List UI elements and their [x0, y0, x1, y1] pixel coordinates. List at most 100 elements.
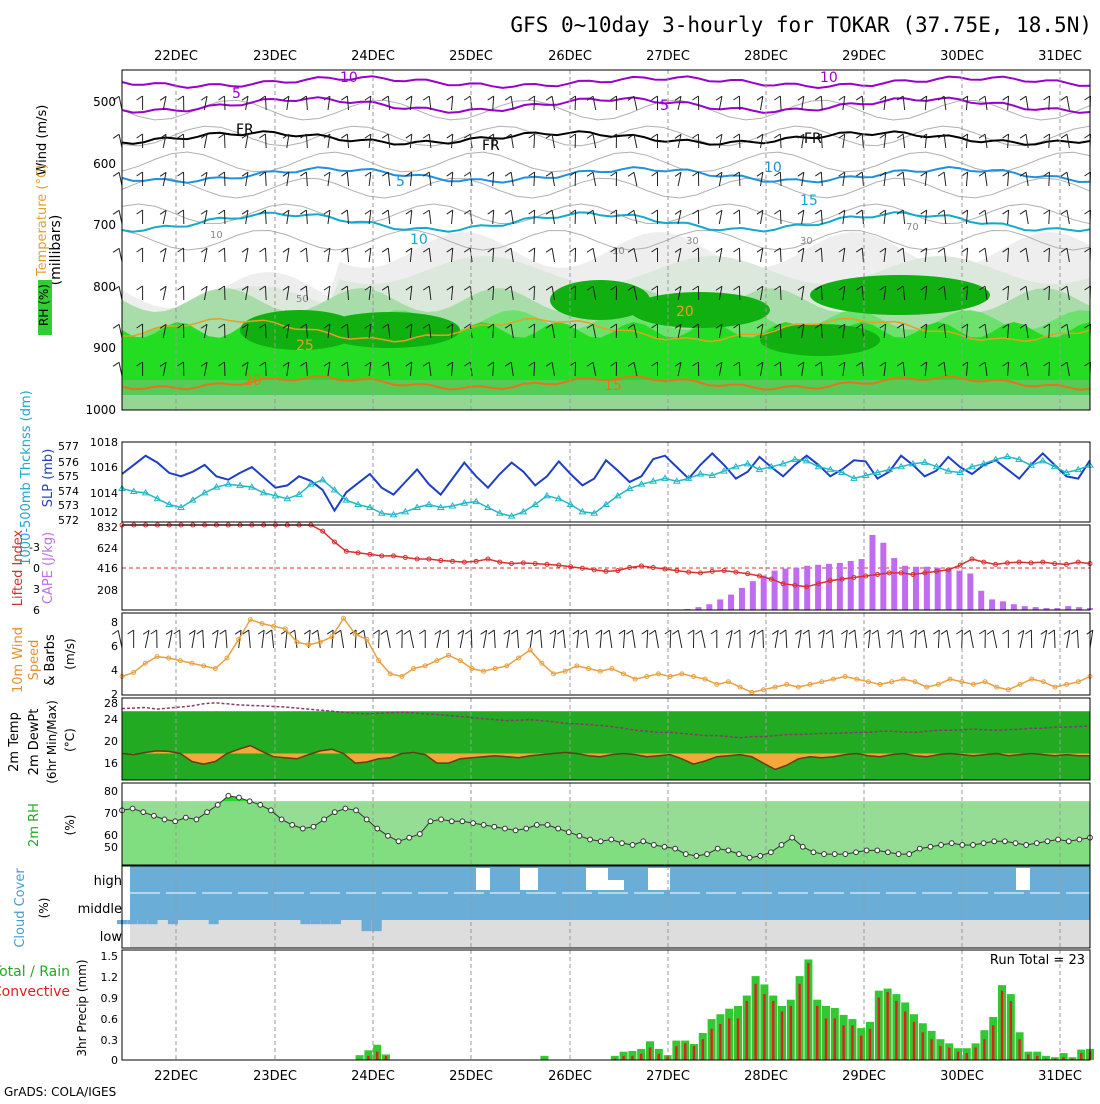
temp-ytick: 24: [104, 713, 118, 726]
wind-barb: [775, 630, 778, 648]
wind-barb: [884, 134, 886, 148]
wind-barb: [634, 210, 637, 224]
wind-barb: [215, 630, 218, 648]
wind-barb: [530, 630, 533, 648]
precip-conv-bar: [869, 1029, 871, 1060]
wind-barb: [265, 248, 266, 262]
wind-barb: [901, 630, 904, 648]
wind-barb-flag: [447, 96, 453, 100]
cloud-gap: [648, 868, 670, 890]
wind-barb-flag: [529, 248, 535, 252]
wind-barb: [265, 134, 266, 148]
rh2m-marker: [949, 841, 954, 846]
thickness-series-line: [122, 457, 1090, 517]
precip-bars: [356, 959, 1094, 1060]
wind-barb: [884, 96, 886, 110]
wind-barb-flag: [815, 210, 821, 214]
wind-barb: [328, 248, 330, 262]
wind-barb: [369, 96, 371, 110]
wind-barb: [287, 210, 289, 224]
wind-barb-flag: [733, 134, 739, 138]
wind-barb: [647, 630, 648, 648]
wind-barb-flag: [651, 134, 657, 138]
wind-barb-flag: [757, 630, 763, 634]
rh-band-bottom: [122, 395, 1090, 410]
rh2m-marker: [917, 846, 922, 851]
wind-barb: [752, 630, 755, 648]
wind-barb: [760, 248, 762, 262]
precip-conv-bar: [1036, 1056, 1038, 1060]
lifted-index-label: Lifted Index: [11, 529, 26, 606]
day-label-bottom: 29DEC: [842, 1069, 886, 1084]
precip-conv-bar: [948, 1048, 950, 1060]
wind10-ytick: 8: [111, 616, 118, 629]
wind-barb: [670, 630, 671, 648]
wind-barb: [369, 172, 371, 186]
day-label-bottom: 22DEC: [154, 1069, 198, 1084]
day-label-top: 30DEC: [940, 49, 984, 64]
precip-conv-bar: [385, 1056, 387, 1060]
wind-barb: [862, 96, 863, 110]
wind-barb-flag: [1003, 134, 1009, 138]
cape-bar: [978, 591, 984, 610]
precip-ytick: 1.5: [101, 950, 119, 963]
wind-barb-flag: [1044, 96, 1050, 100]
wind-barb-flag: [220, 630, 226, 634]
cloud-ylabel: (%): [37, 898, 51, 919]
rh2m-marker: [673, 846, 678, 851]
wind-barb: [970, 630, 973, 648]
cape-bar: [717, 599, 723, 610]
rh2m-marker: [992, 839, 997, 844]
wind-barb: [802, 172, 804, 186]
wind-barb: [410, 630, 414, 648]
wind-barb-flag: [488, 172, 494, 176]
rh2m-marker: [1045, 839, 1050, 844]
rh2m-marker: [513, 828, 518, 833]
wind-barb-flag: [938, 172, 944, 176]
wind-barb: [452, 210, 453, 224]
wind-barb-flag: [979, 248, 985, 252]
rh2m-marker: [269, 808, 274, 813]
precip-conv-bar: [913, 1022, 915, 1060]
rh2m-marker: [534, 823, 539, 828]
wind-barb: [843, 172, 845, 186]
wind-barb-flag: [626, 630, 632, 634]
wind-barb: [534, 210, 535, 224]
rh2m-ylabel: (%): [63, 815, 77, 836]
rh2m-marker: [641, 839, 646, 844]
wind-barb: [1026, 172, 1028, 186]
day-label-bottom: 25DEC: [449, 1069, 493, 1084]
wind-barb-flag: [941, 630, 947, 634]
rh2m-marker: [1077, 837, 1082, 842]
cape-bar: [1065, 606, 1071, 610]
wind-barb-flag: [651, 96, 657, 100]
cape-bar: [935, 568, 941, 610]
precip-panel-frame: [122, 950, 1090, 1060]
wind10-ytick: 6: [111, 640, 118, 653]
rh2m-marker: [194, 817, 199, 822]
rh2m-marker: [556, 826, 561, 831]
wind-barb: [265, 96, 266, 110]
wind-barb-flag: [404, 630, 410, 634]
wind-barb-flag: [137, 172, 143, 176]
precip-conv-bar: [710, 1029, 712, 1060]
wind-barb: [593, 96, 596, 110]
wind-barb-flag: [137, 134, 143, 138]
wind-barb-flag: [442, 630, 448, 634]
wind-barb-flag: [979, 96, 985, 100]
cloud-level-label: low: [100, 930, 123, 945]
wind-barb: [306, 210, 307, 224]
wind-barb-flag: [587, 172, 593, 176]
rh2m-marker: [800, 844, 805, 849]
wind-barb-flag: [312, 630, 318, 634]
precip-run-total: Run Total = 23: [990, 953, 1085, 968]
isotherm-minus10: [122, 76, 1090, 88]
isotherm-label: 15: [800, 193, 818, 209]
wind-barb: [593, 210, 596, 224]
wind-barb: [410, 134, 411, 148]
wind-barb-flag: [259, 248, 265, 252]
rh2m-label: 2m RH: [27, 803, 42, 847]
wind-barb: [534, 172, 535, 186]
rh2m-marker: [492, 824, 497, 829]
wind-barb-flag: [266, 630, 272, 634]
